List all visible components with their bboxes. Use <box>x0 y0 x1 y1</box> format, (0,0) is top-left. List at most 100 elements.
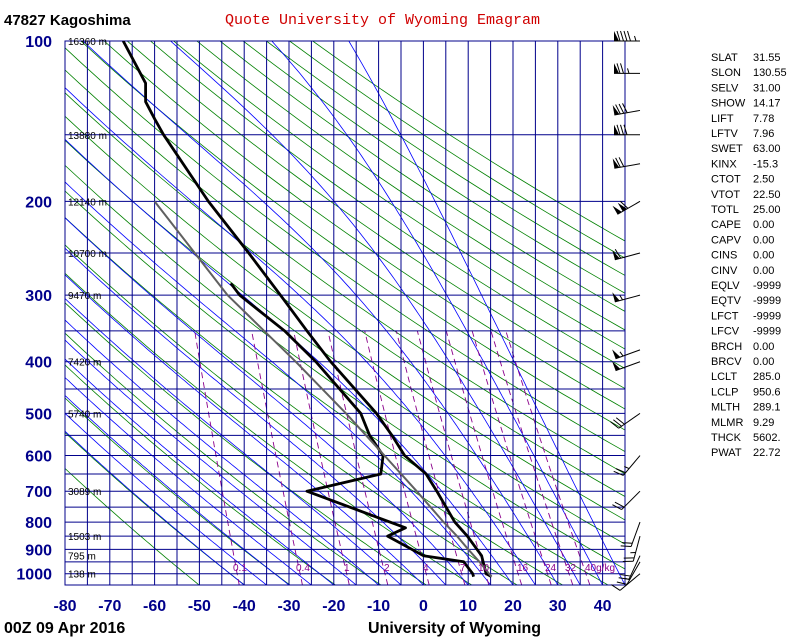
index-value-mlmr: 9.29 <box>753 417 774 429</box>
dry-adiabat <box>80 41 625 431</box>
dewpoint-profile <box>229 282 475 578</box>
barb-full <box>620 30 624 42</box>
dry-adiabat <box>65 47 625 453</box>
mixing-ratio-label: 0.4 <box>296 563 310 574</box>
wind-barb <box>611 573 641 591</box>
observation-time: 00Z 09 Apr 2016 <box>4 620 125 637</box>
mixing-ratio-label: 32 <box>565 563 577 574</box>
temperature-tick-label: -40 <box>233 598 256 615</box>
index-key-ctot: CTOT <box>711 174 741 186</box>
mixing-ratio-label: 10 <box>478 563 490 574</box>
mixing-ratio-line <box>395 330 466 585</box>
temperature-tick-label: -20 <box>322 598 345 615</box>
barb-full <box>613 470 624 476</box>
mixing-ratio-line <box>416 330 490 585</box>
wind-barb <box>620 521 641 548</box>
index-value-lclp: 950.6 <box>753 386 781 398</box>
barb-pennant <box>612 250 620 260</box>
wind-barb <box>612 292 641 303</box>
barb-full <box>620 545 632 548</box>
index-value-brcv: 0.00 <box>753 356 774 368</box>
temperature-tick-label: -70 <box>98 598 121 615</box>
dry-adiabat <box>65 139 625 545</box>
barb-full <box>620 63 624 74</box>
barb-pennant <box>612 349 621 359</box>
barb-half <box>624 577 630 581</box>
index-key-slon: SLON <box>711 67 741 79</box>
index-key-mlth: MLTH <box>711 402 740 414</box>
barb-full <box>623 124 628 135</box>
index-value-lclt: 285.0 <box>753 371 781 383</box>
pressure-tick-label: 400 <box>25 355 52 372</box>
moist-adiabat <box>170 41 581 585</box>
index-value-capv: 0.00 <box>753 234 774 246</box>
moist-adiabat <box>65 339 357 585</box>
index-key-brch: BRCH <box>711 341 742 353</box>
barb-full <box>615 468 626 474</box>
moist-adiabat <box>65 430 245 585</box>
wind-barb <box>613 455 641 476</box>
mixing-ratio-label: 7 <box>460 563 466 574</box>
barb-staff <box>621 490 641 510</box>
dry-adiabat <box>150 41 625 369</box>
barb-full <box>611 584 621 591</box>
barb-full <box>610 421 620 429</box>
barb-full <box>620 124 624 135</box>
barb-full <box>618 157 625 167</box>
pressure-tick-label: 1000 <box>16 567 52 584</box>
mixing-ratio-line <box>293 330 350 585</box>
index-key-lftv: LFTV <box>711 128 739 140</box>
index-value-brch: 0.00 <box>753 341 774 353</box>
moist-adiabat <box>65 394 290 585</box>
temperature-tick-label: 40 <box>594 598 612 615</box>
index-key-lift: LIFT <box>711 113 734 125</box>
moist-adiabat <box>348 41 625 585</box>
moist-adiabat <box>65 358 335 585</box>
barb-staff <box>614 163 641 169</box>
barb-staff <box>628 555 641 580</box>
index-value-lftv: 7.96 <box>753 128 774 140</box>
barb-full <box>614 249 622 259</box>
wind-barb <box>622 535 641 563</box>
index-key-eqtv: EQTV <box>711 295 742 307</box>
wind-barbs <box>610 30 641 591</box>
height-label: 5740 m <box>68 409 101 420</box>
moist-adiabat <box>65 297 402 585</box>
barb-full <box>615 417 625 425</box>
moist-adiabat <box>271 41 603 585</box>
wind-barb <box>612 249 641 261</box>
temperature-tick-label: 0 <box>419 598 428 615</box>
index-key-cape: CAPE <box>711 219 741 231</box>
index-key-lclp: LCLP <box>711 386 739 398</box>
dry-adiabat <box>65 431 245 585</box>
index-value-eqlv: -9999 <box>753 280 781 292</box>
pressure-tick-label: 900 <box>25 542 52 559</box>
index-key-show: SHOW <box>711 98 746 110</box>
height-label: 13880 m <box>68 131 107 142</box>
mixing-ratio-label: 2 <box>384 563 390 574</box>
height-label: 16360 m <box>68 37 107 48</box>
barb-staff <box>618 412 641 429</box>
index-value-selv: 31.00 <box>753 82 781 94</box>
index-value-lfcv: -9999 <box>753 326 781 338</box>
barb-full <box>613 419 622 427</box>
index-key-pwat: PWAT <box>711 447 742 459</box>
wind-barb <box>612 200 641 215</box>
temperature-tick-label: 10 <box>459 598 477 615</box>
barb-full <box>615 157 621 168</box>
wind-barb <box>610 412 641 429</box>
background-adiabats <box>65 41 625 585</box>
mixing-ratio-label: 16 <box>517 563 529 574</box>
moist-adiabat <box>65 319 379 585</box>
barb-staff <box>615 349 641 360</box>
barb-full <box>616 581 628 585</box>
index-key-cins: CINS <box>711 250 737 262</box>
index-key-swet: SWET <box>711 143 743 155</box>
index-key-lfcv: LFCV <box>711 326 740 338</box>
mixing-ratio-line <box>471 330 552 585</box>
moist-adiabat <box>82 41 559 585</box>
barb-staff <box>619 573 641 591</box>
dry-adiabat <box>65 332 382 585</box>
barb-staff <box>622 455 641 476</box>
